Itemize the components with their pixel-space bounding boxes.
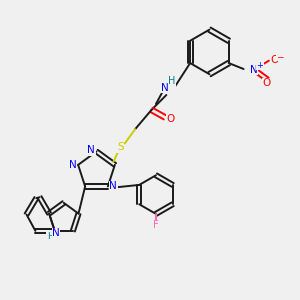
Text: N: N xyxy=(69,160,77,170)
Text: N: N xyxy=(161,82,169,93)
Text: O: O xyxy=(271,55,279,65)
Text: N: N xyxy=(52,228,60,238)
Text: S: S xyxy=(117,142,124,152)
Text: H: H xyxy=(47,232,54,241)
Text: O: O xyxy=(263,78,271,88)
Text: F: F xyxy=(153,220,159,230)
Text: N: N xyxy=(87,145,95,155)
Text: +: + xyxy=(256,61,263,70)
Text: N: N xyxy=(250,64,258,75)
Text: N: N xyxy=(109,182,117,191)
Text: −: − xyxy=(276,52,284,61)
Text: O: O xyxy=(167,114,175,124)
Text: H: H xyxy=(168,76,175,86)
